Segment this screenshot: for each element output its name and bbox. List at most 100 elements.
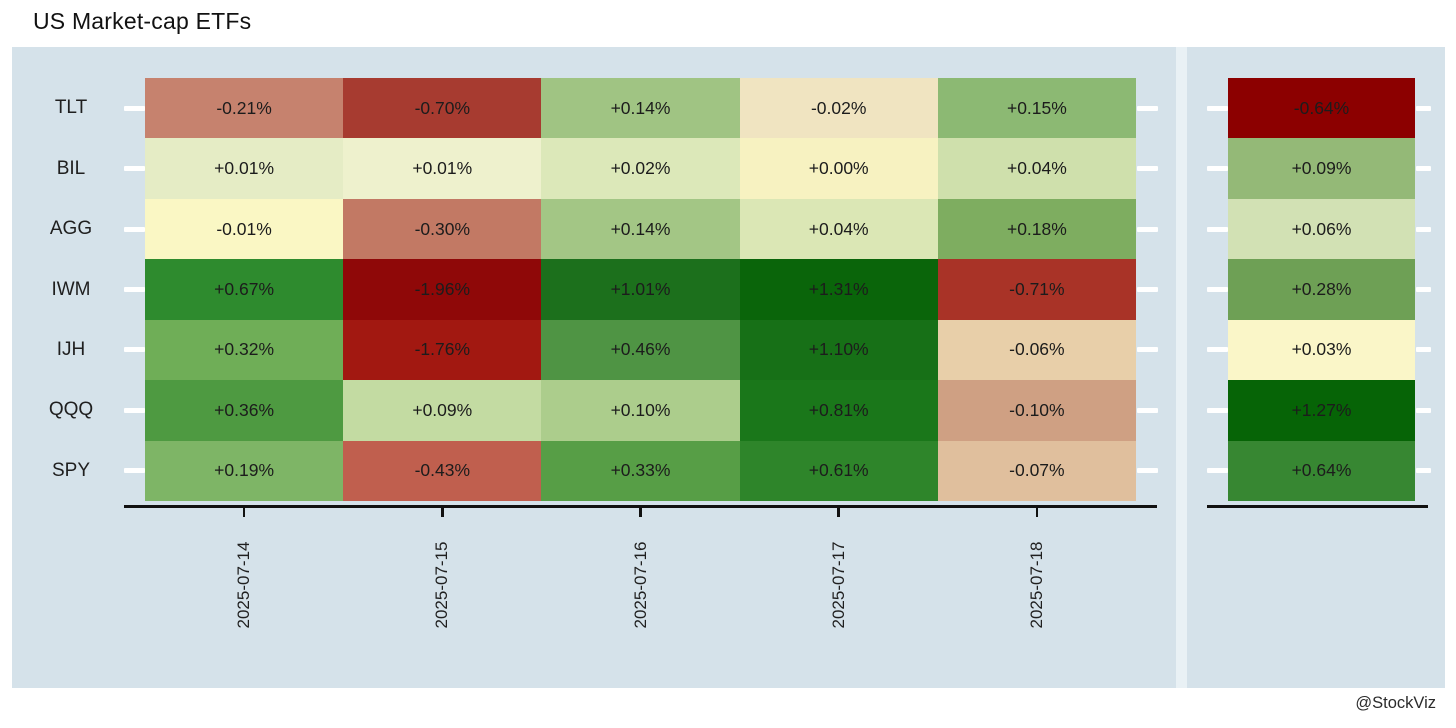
heatmap-summary-cell-iwm: +0.28% [1228,259,1415,320]
row-tick-dash [1207,287,1228,292]
row-tick-dash [124,166,145,172]
row-tick-dash [124,287,145,292]
x-axis-date-label: 2025-07-15 [432,541,452,629]
cell-value: -0.71% [1009,278,1065,299]
cell-value: +0.18% [1006,218,1067,239]
row-tick-dash [1416,105,1431,111]
row-tick-dash [1416,407,1431,413]
heatmap-cell-qqq-2025-07-18: -0.10% [937,380,1136,441]
row-label-agg: AGG [49,218,93,240]
heatmap-summary-cell-agg: +0.06% [1228,198,1415,260]
row-label-spy: SPY [51,459,91,481]
cell-value: -0.30% [414,218,471,239]
cell-value: +0.01% [412,158,473,179]
chart-title: US Market-cap ETFs [33,8,252,34]
cell-value: +0.19% [214,460,275,481]
heatmap-cell-qqq-2025-07-16: +0.10% [541,380,740,441]
heatmap-summary-column: -0.64% +0.09% +0.06% +0.28% +0.03% +1.27% +0.6… [1228,78,1415,501]
cell-value: +0.36% [214,399,275,420]
heatmap-cell-tlt-2025-07-17: -0.02% [739,78,938,139]
heatmap-summary-cell-qqq: +1.27% [1228,380,1415,441]
row-tick-dash [1207,347,1228,353]
cell-value: +0.32% [214,339,275,360]
heatmap-cell-ijh-2025-07-17: +1.10% [739,319,938,381]
cell-value: -0.10% [1009,399,1065,420]
attribution-stockviz: @StockViz [1355,694,1436,712]
x-axis-tick [441,508,444,517]
cell-value: +0.00% [808,158,869,179]
cell-value: +0.14% [610,218,671,239]
row-tick-dash [1207,166,1228,172]
heatmap-summary-cell-spy: +0.64% [1228,440,1415,501]
row-tick-dash [1207,468,1228,474]
cell-value: +1.31% [808,278,869,299]
heatmap-cell-iwm-2025-07-18: -0.71% [937,259,1136,320]
row-tick-dash [124,347,145,353]
cell-value: -0.64% [1293,97,1350,118]
heatmap-cell-bil-2025-07-18: +0.04% [937,138,1136,199]
row-tick-dash [1137,166,1158,172]
cell-value: +0.10% [610,399,671,420]
row-tick-dash [1416,226,1431,232]
cell-value: +0.04% [808,218,869,239]
cell-value: +0.03% [1291,339,1352,360]
row-tick-dash [1416,166,1431,172]
heatmap-cell-ijh-2025-07-14: +0.32% [145,319,344,381]
panel-divider [1176,47,1187,688]
heatmap-cell-spy-2025-07-17: +0.61% [739,440,938,501]
cell-value: +0.46% [610,339,671,360]
cell-value: +0.01% [214,158,275,179]
cell-value: +0.02% [610,158,671,179]
cell-value: +0.67% [214,278,275,299]
heatmap-cell-iwm-2025-07-15: -1.96% [343,259,542,320]
cell-value: -1.96% [414,278,471,299]
heatmap-cell-spy-2025-07-18: -0.07% [937,440,1136,501]
heatmap-summary-cell-bil: +0.09% [1228,138,1415,199]
x-axis-date-label: 2025-07-18 [1026,541,1046,629]
row-label-tlt: TLT [54,97,88,119]
x-axis-date-label: 2025-07-14 [234,541,254,629]
row-tick-dash [1207,105,1228,111]
heatmap-cell-ijh-2025-07-18: -0.06% [937,319,1136,381]
x-axis-tick [242,508,246,517]
x-axis-line-main [124,505,1157,508]
heatmap-cell-tlt-2025-07-16: +0.14% [541,78,740,139]
cell-value: +1.27% [1291,399,1352,420]
row-tick-dash [1137,105,1158,111]
heatmap-cell-iwm-2025-07-14: +0.67% [145,259,344,320]
row-tick-dash [124,226,145,232]
cell-value: -0.02% [810,97,867,118]
heatmap-cell-spy-2025-07-16: +0.33% [541,440,740,501]
row-tick-dash [1137,287,1158,292]
heatmap-cell-agg-2025-07-16: +0.14% [541,198,740,260]
row-tick-dash [124,105,145,111]
cell-value: +0.09% [412,399,473,420]
heatmap-cell-qqq-2025-07-14: +0.36% [145,380,344,441]
heatmap-cell-qqq-2025-07-15: +0.09% [343,380,542,441]
x-axis-date-label: 2025-07-16 [630,541,650,629]
heatmap-cell-agg-2025-07-18: +0.18% [937,198,1136,260]
row-tick-dash [1416,287,1431,292]
x-axis-tick [639,508,642,517]
row-label-bil: BIL [56,157,86,179]
x-axis-tick [837,508,840,517]
cell-value: +1.10% [808,339,869,360]
heatmap-cell-qqq-2025-07-17: +0.81% [739,380,938,441]
heatmap-cell-spy-2025-07-15: -0.43% [343,440,542,501]
cell-value: +0.09% [1291,158,1352,179]
heatmap-cell-iwm-2025-07-16: +1.01% [541,259,740,320]
heatmap-cell-ijh-2025-07-15: -1.76% [343,319,542,381]
row-tick-dash [1416,468,1431,474]
heatmap-daily-returns: -0.21% -0.70% +0.14% -0.02% +0.15% +0.01% +0.0… [145,78,1136,501]
row-label-qqq: QQQ [48,399,94,421]
cell-value: -0.21% [216,97,272,118]
cell-value: -0.07% [1009,460,1065,481]
cell-value: +0.33% [610,460,671,481]
heatmap-cell-bil-2025-07-14: +0.01% [145,138,344,199]
row-tick-dash [1137,226,1158,232]
heatmap-cell-agg-2025-07-15: -0.30% [343,198,542,260]
heatmap-cell-agg-2025-07-14: -0.01% [145,198,344,260]
heatmap-summary-cell-ijh: +0.03% [1228,319,1415,381]
row-tick-dash [124,407,145,413]
cell-value: +1.01% [610,278,671,299]
